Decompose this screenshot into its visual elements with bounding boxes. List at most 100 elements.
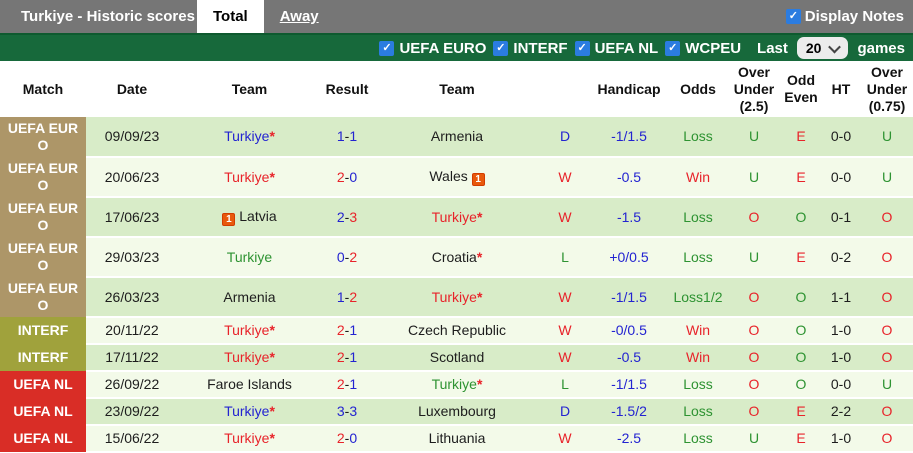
over-under-25-cell: O <box>727 344 781 372</box>
result-letter-cell: W <box>541 425 589 453</box>
checkbox-icon: ✓ <box>574 40 590 56</box>
over-under-25-cell: O <box>727 398 781 426</box>
competition-badge: UEFA NL <box>0 398 86 425</box>
score-cell: 2-0 <box>321 425 373 453</box>
ht-cell: 0-1 <box>821 197 861 238</box>
home-team-cell: Turkiye* <box>178 117 321 158</box>
col-header-handicap: Handicap <box>589 61 669 117</box>
away-score: 1 <box>349 128 358 144</box>
table-row: UEFA NL 23/09/22 Turkiye* 3-3 Luxembourg D -1.… <box>0 398 913 426</box>
away-team-name[interactable]: Czech Republic <box>407 322 507 338</box>
home-team-name[interactable]: Turkiye <box>224 168 270 185</box>
over-under-25-cell: U <box>727 157 781 198</box>
competition-badge: INTERF <box>0 317 86 344</box>
home-team-cell: 1 Latvia <box>178 197 321 238</box>
odd-even-cell: O <box>781 371 821 399</box>
filter-checkbox-wcpeu[interactable]: ✓ WCPEU <box>665 40 741 57</box>
checkmark-icon: ✓ <box>668 41 678 54</box>
games-count-select[interactable]: 20 <box>796 37 849 59</box>
home-team-name[interactable]: Latvia <box>239 208 277 224</box>
odd-even-cell: E <box>781 117 821 158</box>
result-letter-cell: W <box>541 344 589 372</box>
col-header-over-under-2-5-: Over Under (2.5) <box>727 61 781 117</box>
score-dash: - <box>344 208 350 225</box>
away-score: 2 <box>349 288 358 305</box>
tab-total[interactable]: Total <box>197 0 264 33</box>
score-dash: - <box>344 403 350 419</box>
date-cell: 29/03/23 <box>86 237 178 278</box>
score-dash: - <box>344 430 350 446</box>
page-title: Turkiye - Historic scores <box>21 8 195 25</box>
date-cell: 26/09/22 <box>86 371 178 399</box>
home-team-name[interactable]: Turkiye <box>224 349 270 365</box>
team-star: * <box>269 128 275 144</box>
away-team-cell: Croatia* <box>373 237 541 278</box>
away-score: 1 <box>349 349 358 365</box>
team-star: * <box>476 208 483 225</box>
odd-even-cell: E <box>781 398 821 426</box>
result-letter-cell: W <box>541 277 589 318</box>
score-cell: 2-0 <box>321 157 373 198</box>
ht-cell: 1-0 <box>821 344 861 372</box>
tab-away[interactable]: Away <box>279 8 319 25</box>
away-team-cell: Armenia <box>373 117 541 158</box>
display-notes-toggle[interactable]: ✓ Display Notes <box>785 0 913 33</box>
table-row: UEFA EURO 17/06/23 1 Latvia 2-3 Turkiye* W -1.… <box>0 197 913 238</box>
competition-badge: INTERF <box>0 344 86 371</box>
over-under-25-cell: O <box>727 277 781 318</box>
score-cell: 0-2 <box>321 237 373 278</box>
handicap-cell: -2.5 <box>589 425 669 453</box>
ht-cell: 2-2 <box>821 398 861 426</box>
home-team-name[interactable]: Turkiye <box>224 403 270 419</box>
competition-badge: UEFA NL <box>0 425 86 452</box>
score-dash: - <box>344 288 350 305</box>
away-team-name[interactable]: Turkiye <box>431 376 477 392</box>
filter-label: INTERF <box>513 39 568 57</box>
away-score: 0 <box>349 430 358 446</box>
odds-cell: Loss1/2 <box>669 277 727 318</box>
away-team-name[interactable]: Scotland <box>429 349 485 365</box>
score-cell: 2-1 <box>321 317 373 345</box>
away-team-name[interactable]: Wales <box>429 168 468 184</box>
away-team-name[interactable]: Turkiye <box>431 208 477 225</box>
display-notes-checkbox[interactable]: ✓ <box>785 9 801 24</box>
red-card-icon: 1 <box>471 173 485 186</box>
away-team-name[interactable]: Armenia <box>430 128 484 144</box>
home-team-name[interactable]: Turkiye <box>224 322 270 338</box>
away-team-name[interactable]: Turkiye <box>431 288 477 305</box>
table-row: INTERF 17/11/22 Turkiye* 2-1 Scotland W -0.5 Wi… <box>0 344 913 372</box>
over-under-25-cell: U <box>727 237 781 278</box>
away-team-name[interactable]: Lithuania <box>428 430 486 446</box>
home-team-name[interactable]: Armenia <box>223 288 276 305</box>
chevron-down-icon <box>828 40 842 53</box>
handicap-cell: -1/1.5 <box>589 277 669 318</box>
home-team-name[interactable]: Turkiye <box>224 430 270 446</box>
home-team-name[interactable]: Faroe Islands <box>207 376 292 392</box>
home-team-name[interactable]: Turkiye <box>224 128 270 144</box>
home-team-cell: Turkiye* <box>178 344 321 372</box>
home-team-cell: Faroe Islands <box>178 371 321 399</box>
col-header-result: Result <box>321 61 373 117</box>
score-dash: - <box>344 376 350 392</box>
odd-even-cell: E <box>781 237 821 278</box>
away-team-cell: Turkiye* <box>373 197 541 238</box>
away-team-name[interactable]: Croatia <box>431 248 477 265</box>
over-under-075-cell: U <box>861 117 913 158</box>
home-team-name[interactable]: Turkiye <box>226 248 273 265</box>
date-cell: 09/09/23 <box>86 117 178 158</box>
score-dash: - <box>344 349 350 365</box>
over-under-25-cell: O <box>727 197 781 238</box>
handicap-cell: -1.5 <box>589 197 669 238</box>
date-cell: 23/09/22 <box>86 398 178 426</box>
score-dash: - <box>344 128 350 144</box>
away-score: 2 <box>349 248 358 265</box>
score-dash: - <box>344 322 350 338</box>
team-star: * <box>269 403 275 419</box>
away-team-name[interactable]: Luxembourg <box>418 403 496 419</box>
checkmark-icon: ✓ <box>496 41 506 54</box>
filter-checkbox-uefa-euro[interactable]: ✓ UEFA EURO <box>379 40 486 57</box>
filter-checkbox-uefa-nl[interactable]: ✓ UEFA NL <box>574 40 658 57</box>
games-label: games <box>857 39 905 57</box>
filter-checkbox-interf[interactable]: ✓ INTERF <box>493 39 568 57</box>
score-cell: 2-1 <box>321 344 373 372</box>
